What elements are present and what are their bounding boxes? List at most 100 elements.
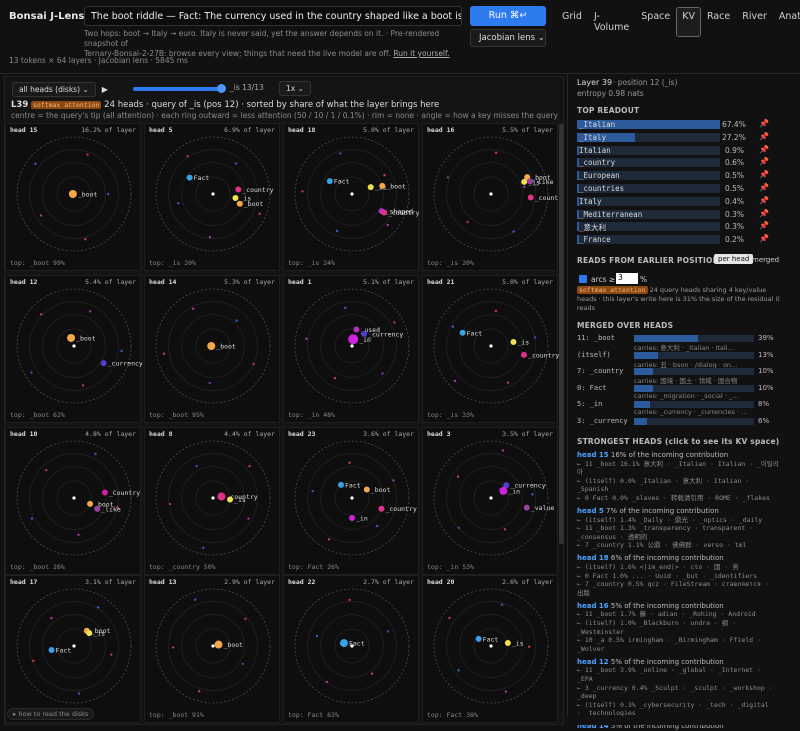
strongest-head-name: head 5: [577, 507, 604, 515]
lens-select[interactable]: Jacobian lens ⌄: [470, 29, 546, 47]
disk-ring: [56, 628, 92, 664]
strongest-head[interactable]: head 12 5% of the incoming contribution ←…: [577, 658, 787, 718]
pin-icon[interactable]: 📌: [759, 234, 769, 244]
key-dot: [348, 334, 359, 345]
query-tip: [211, 644, 215, 648]
head-panel[interactable]: head 15 16.2% of layer top: _boot 99% _boot: [5, 123, 141, 271]
key-dot: [186, 174, 193, 181]
pin-icon[interactable]: 📌: [759, 119, 769, 128]
pin-icon[interactable]: 📌: [759, 221, 769, 231]
head-panel[interactable]: head 8 4.4% of layer top: _country 50% _cou…: [144, 427, 280, 575]
head-panel[interactable]: head 14 5.3% of layer top: _boot 95% _boot: [144, 275, 280, 423]
play-icon[interactable]: ▶: [101, 84, 108, 94]
strongest-head[interactable]: head 15 16% of the incoming contribution…: [577, 451, 787, 503]
head-panel[interactable]: head 13 2.9% of layer top: _boot 91% _boot: [144, 575, 280, 723]
disk-ring: [334, 328, 370, 364]
tab-kv[interactable]: KV: [676, 7, 701, 37]
head-label: head 1: [288, 278, 312, 286]
head-panel[interactable]: head 3 3.5% of layer top: _in 53% _currency…: [422, 427, 558, 575]
arcs-checkbox[interactable]: [579, 275, 587, 283]
head-panel[interactable]: head 22 2.7% of layer top: Fact 63% Fact: [283, 575, 419, 723]
key-label: _is: [517, 339, 529, 347]
pin-icon[interactable]: 📌: [759, 157, 769, 167]
pin-icon[interactable]: 📌: [759, 144, 769, 154]
tab-j-volume[interactable]: J-Volume: [593, 11, 630, 33]
readout-bar: [577, 184, 720, 193]
head-share: 5.3% of layer: [224, 278, 275, 286]
strongest-head[interactable]: head 5 7% of the incoming contribution ← …: [577, 507, 787, 550]
pin-icon[interactable]: 📌: [759, 183, 769, 192]
key-label: _value: [531, 504, 555, 512]
tab-river[interactable]: River: [742, 11, 767, 22]
pin-icon[interactable]: 📌: [759, 131, 769, 141]
head-label: head 10: [10, 430, 38, 438]
scrollbar[interactable]: [559, 124, 564, 544]
key-label: _is: [528, 178, 540, 186]
key-label: _boot: [94, 500, 114, 508]
key-dot: [94, 505, 101, 512]
head-panel[interactable]: head 12 5.4% of layer top: _boot 62% _boot _…: [5, 275, 142, 423]
faint-key-dot: [81, 384, 85, 387]
readout-pct: 0.5%: [724, 184, 744, 193]
head-panel[interactable]: head 21 5.0% of layer top: _is 33% Fact _is _…: [422, 275, 559, 423]
faint-key-dot: [531, 493, 534, 496]
faint-key-dot: [248, 465, 251, 468]
attention-disk: Fact: [294, 588, 410, 704]
head-label: head 5: [149, 126, 173, 134]
head-panel[interactable]: head 5 6.9% of layer top: _is 20% Fact _coun…: [144, 123, 280, 271]
head-panel[interactable]: head 20 2.6% of layer top: Fact 38% Fact _is: [422, 575, 558, 723]
pin-icon[interactable]: 📌: [759, 170, 769, 180]
head-share: 3.1% of layer: [85, 578, 136, 586]
prompt-input[interactable]: The boot riddle — Fact: The currency use…: [84, 6, 462, 26]
run-it-link[interactable]: Run it yourself.: [393, 49, 450, 58]
pin-icon[interactable]: 📌: [759, 195, 769, 205]
strongest-head[interactable]: head 16 5% of the incoming contribution ←…: [577, 602, 787, 654]
disk-ring: [168, 301, 258, 391]
disk-ring: [334, 176, 370, 212]
tab-space[interactable]: Space: [641, 11, 671, 22]
head-panel[interactable]: head 23 3.6% of layer top: Fact 26% Fact _bo…: [283, 427, 419, 575]
head-panel[interactable]: head 1 5.1% of layer top: _in 48% _used _cur…: [283, 275, 419, 423]
merged-key: 11: _boot: [577, 334, 615, 342]
key-dot: [101, 489, 108, 496]
head-panel[interactable]: head 10 4.8% of layer top: _boot 26% _Count…: [5, 427, 141, 575]
position-slider[interactable]: [133, 87, 223, 91]
howto-button[interactable]: ▸ how to read the disks: [7, 708, 95, 720]
slider-knob[interactable]: [217, 84, 226, 93]
disk-ring: [320, 314, 384, 378]
key-dot: [227, 496, 234, 503]
per-head-toggle[interactable]: per head: [714, 254, 754, 264]
key-dot: [521, 178, 528, 185]
tab-anatomy[interactable]: Anatomy: [778, 11, 800, 22]
attention-badge: softmax attention: [30, 101, 102, 109]
readout-pct: 0.6%: [724, 158, 744, 168]
strongest-head[interactable]: head 18 6% of the incoming contribution ←…: [577, 554, 787, 597]
key-label: _shaped: [386, 208, 413, 216]
key-dot: [363, 486, 370, 493]
key-label: Fact: [194, 174, 210, 182]
tab-race[interactable]: Race: [706, 11, 731, 22]
disk-ring: [181, 614, 245, 678]
faint-key-dot: [208, 381, 211, 385]
arcs-threshold-input[interactable]: 3: [616, 273, 638, 284]
heads-select[interactable]: all heads (disks) ⌄: [12, 81, 96, 97]
disk-ring: [307, 601, 397, 691]
faint-key-dot: [392, 479, 395, 482]
head-panel[interactable]: head 16 5.5% of layer top: _is 20% _boot _is…: [422, 123, 559, 271]
head-top: top: _is 20%: [427, 259, 474, 267]
disk-rim: [155, 136, 271, 252]
attention-disk: _boot: [155, 288, 271, 404]
merged-bar: [634, 335, 754, 342]
tab-grid[interactable]: Grid: [562, 11, 582, 22]
merged-toggle[interactable]: merged: [752, 256, 780, 264]
head-top: top: _is 20%: [149, 259, 196, 267]
pin-icon[interactable]: 📌: [759, 208, 769, 218]
run-button[interactable]: Run ⌘↵: [470, 6, 546, 26]
speed-select[interactable]: 1x ⌄: [279, 81, 311, 96]
faint-key-dot: [96, 606, 100, 609]
disk-ring: [320, 162, 384, 226]
key-label: Fact: [345, 481, 361, 489]
faint-key-dot: [107, 192, 110, 196]
